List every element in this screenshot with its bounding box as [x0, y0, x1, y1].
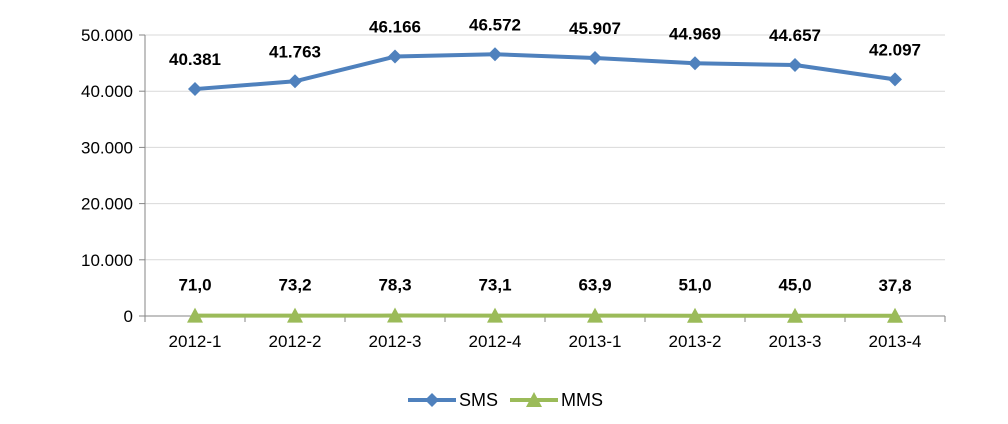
- legend-mms-label: MMS: [561, 390, 603, 410]
- mms-marker: [787, 307, 803, 323]
- x-tick-label: 2012-3: [369, 332, 422, 351]
- x-tick-label: 2013-1: [569, 332, 622, 351]
- mms-data-label: 73,2: [278, 276, 311, 295]
- y-tick-label: 0: [124, 307, 133, 326]
- y-tick-label: 30.000: [81, 138, 133, 157]
- mms-marker: [487, 307, 503, 323]
- data-labels: 40.381 41.763 46.166 46.572 45.907 44.969 44.6…: [169, 15, 921, 295]
- sms-marker: [588, 51, 602, 66]
- mms-marker: [187, 307, 203, 323]
- sms-data-label: 42.097: [869, 40, 921, 59]
- y-tick-label: 20.000: [81, 195, 133, 214]
- mms-marker: [287, 307, 303, 323]
- series-lines: [187, 47, 903, 323]
- sms-data-label: 46.166: [369, 18, 421, 37]
- mms-data-label: 73,1: [478, 276, 511, 295]
- mms-data-label: 78,3: [378, 276, 411, 295]
- sms-marker: [488, 47, 502, 62]
- legend-sms-marker: [425, 393, 439, 407]
- sms-data-label: 41.763: [269, 42, 321, 61]
- y-tick-label: 10.000: [81, 251, 133, 270]
- x-tick-label: 2013-3: [769, 332, 822, 351]
- x-tick-label: 2012-1: [169, 332, 222, 351]
- sms-data-label: 40.381: [169, 50, 221, 69]
- sms-marker: [288, 74, 302, 89]
- mms-data-label: 37,8: [878, 276, 911, 295]
- sms-line: [194, 52, 896, 92]
- legend-mms-marker: [526, 392, 542, 407]
- mms-data-label: 71,0: [178, 276, 211, 295]
- x-tick-label: 2013-4: [869, 332, 922, 351]
- y-tick-label: 50.000: [81, 26, 133, 45]
- mms-data-label: 45,0: [778, 276, 811, 295]
- sms-data-label: 44.969: [669, 24, 721, 43]
- sms-marker: [688, 56, 702, 71]
- sms-marker: [788, 58, 802, 73]
- x-tick-label: 2013-2: [669, 332, 722, 351]
- sms-marker: [188, 82, 202, 97]
- mms-data-label: 63,9: [578, 276, 611, 295]
- mms-data-label: 51,0: [678, 276, 711, 295]
- y-tick-label: 40.000: [81, 82, 133, 101]
- mms-marker: [387, 307, 403, 323]
- axes: 0 10.000 20.000 30.000 40.000 50.000 2012-1 201…: [81, 26, 946, 351]
- legend: SMS MMS: [408, 390, 603, 410]
- sms-data-label: 46.572: [469, 15, 521, 34]
- mms-marker: [887, 307, 903, 323]
- x-tick-label: 2012-4: [469, 332, 522, 351]
- sms-data-label: 44.657: [769, 26, 821, 45]
- sms-data-label: 45.907: [569, 19, 621, 38]
- legend-sms-label: SMS: [459, 390, 498, 410]
- sms-marker: [388, 49, 402, 64]
- sms-marker: [888, 72, 902, 87]
- gridlines: [145, 34, 945, 261]
- mms-marker: [687, 307, 703, 323]
- mms-marker: [587, 307, 603, 323]
- x-tick-label: 2012-2: [269, 332, 322, 351]
